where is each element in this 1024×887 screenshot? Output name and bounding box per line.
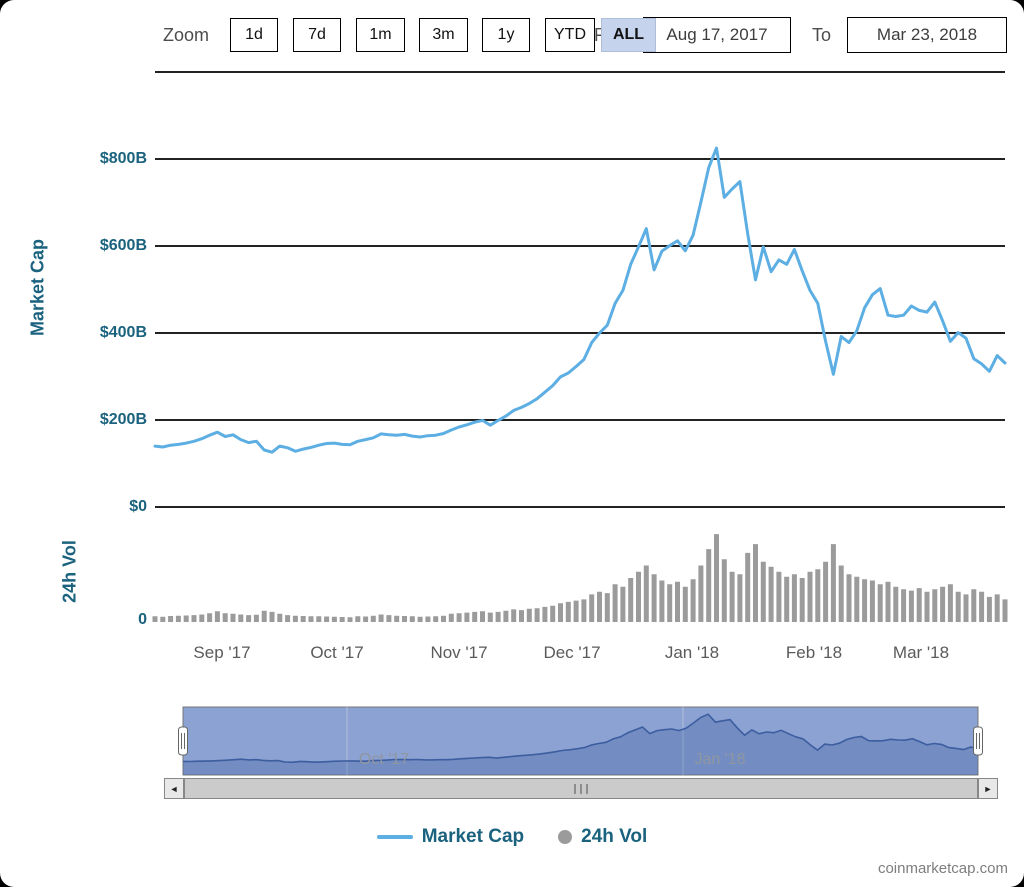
- legend-label-24h-vol: 24h Vol: [581, 826, 648, 847]
- navigator-label-oct17: Oct '17: [358, 751, 410, 768]
- vol-tick-0: 0: [138, 611, 147, 628]
- range-button-7d[interactable]: 7d: [293, 18, 341, 52]
- from-date-value: Aug 17, 2017: [666, 25, 768, 44]
- x-label-dec17: Dec '17: [543, 643, 601, 662]
- range-button-1y[interactable]: 1y: [482, 18, 530, 52]
- zoom-label: Zoom: [163, 25, 210, 45]
- to-date-value: Mar 23, 2018: [876, 25, 978, 44]
- range-button-ytd[interactable]: YTD: [545, 18, 595, 52]
- y-tick-0: $0: [129, 498, 147, 515]
- range-button-1m[interactable]: 1m: [356, 18, 405, 52]
- watermark: coinmarketcap.com: [877, 860, 1008, 877]
- y-tick-600b: $600B: [99, 237, 147, 254]
- legend-label-market-cap: Market Cap: [421, 826, 525, 847]
- x-label-mar18: Mar '18: [892, 643, 950, 662]
- y-tick-800b: $800B: [99, 150, 147, 167]
- navigator-line: [182, 713, 979, 764]
- scrollbar-thumb[interactable]: [184, 778, 978, 799]
- navigator-handle-right[interactable]: [973, 726, 983, 756]
- scrollbar-grip-icon: [574, 784, 588, 794]
- to-label: To: [812, 25, 832, 45]
- legend-item-market-cap[interactable]: Market Cap: [376, 826, 525, 848]
- legend: Market Cap 24h Vol: [0, 826, 1024, 848]
- from-date-input[interactable]: Aug 17, 2017: [643, 17, 791, 53]
- navigator-area: [183, 714, 978, 775]
- x-label-sep17: Sep '17: [193, 643, 251, 662]
- x-label-nov17: Nov '17: [430, 643, 488, 662]
- y-axis-title-market-cap: Market Cap: [27, 238, 48, 337]
- range-button-3m[interactable]: 3m: [419, 18, 468, 52]
- x-label-oct17: Oct '17: [310, 643, 364, 662]
- scrollbar-left-arrow-icon[interactable]: ◄: [164, 778, 184, 799]
- y-tick-200b: $200B: [99, 411, 147, 428]
- y-axis-title-24h-vol: 24h Vol: [59, 540, 80, 603]
- range-button-1d[interactable]: 1d: [230, 18, 278, 52]
- volume-bars: [152, 534, 1008, 622]
- main-gridlines: [155, 71, 1005, 508]
- to-date-input[interactable]: Mar 23, 2018: [847, 17, 1007, 53]
- volume-circle-swatch-icon: [558, 830, 573, 844]
- scrollbar[interactable]: ◄ ►: [164, 778, 998, 799]
- navigator-label-jan18: Jan '18: [694, 751, 746, 768]
- market-cap-line-swatch-icon: [376, 835, 413, 839]
- scrollbar-right-arrow-icon[interactable]: ►: [978, 778, 998, 799]
- x-label-feb18: Feb '18: [785, 643, 843, 662]
- y-tick-400b: $400B: [99, 324, 147, 341]
- x-label-jan18: Jan '18: [664, 643, 720, 662]
- navigator-handle-left[interactable]: [178, 726, 188, 756]
- market-cap-line: [153, 146, 1007, 454]
- legend-item-24h-vol[interactable]: 24h Vol: [558, 826, 647, 848]
- range-button-all[interactable]: ALL: [601, 18, 656, 52]
- navigator[interactable]: [178, 706, 983, 776]
